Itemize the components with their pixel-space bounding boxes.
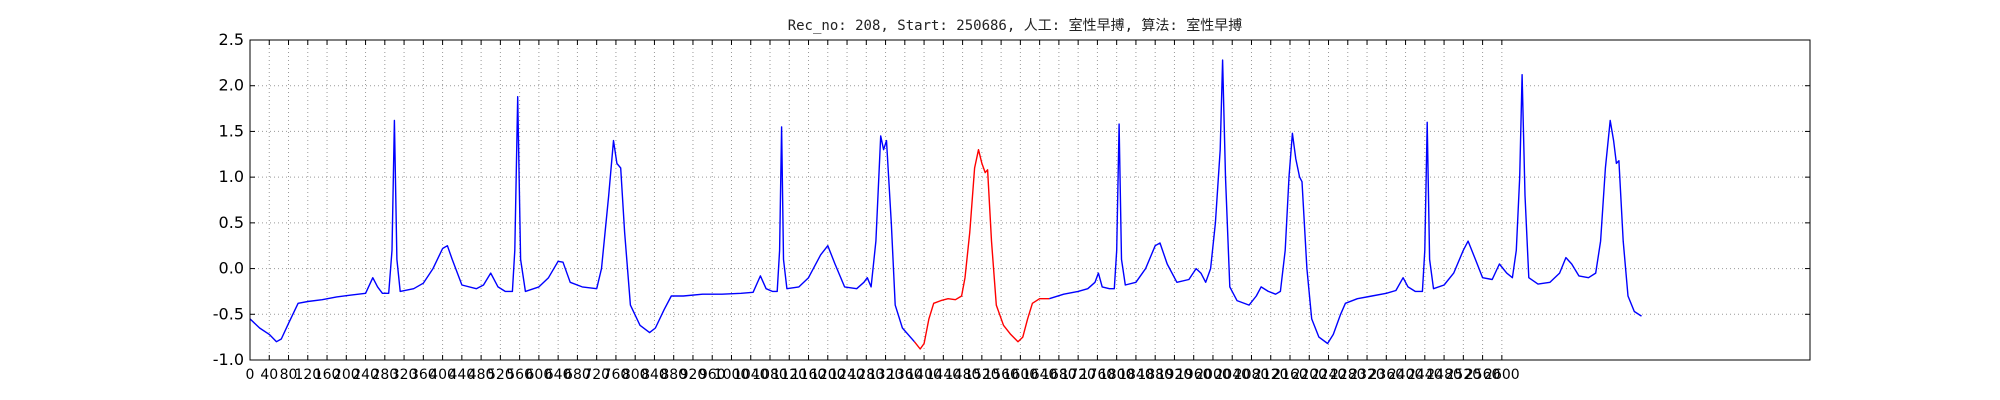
x-tick-label: 120 xyxy=(294,367,321,383)
x-tick-label: 280 xyxy=(371,367,398,383)
y-tick-label: 2.0 xyxy=(219,76,244,95)
x-tick-label: 1880 xyxy=(1137,367,1173,383)
x-tick-label: 1600 xyxy=(1003,367,1039,383)
x-tick-label: 2480 xyxy=(1426,367,1462,383)
x-tick-label: 840 xyxy=(641,367,668,383)
x-tick-label: 1680 xyxy=(1041,367,1077,383)
x-tick-label: 0 xyxy=(246,367,255,383)
x-tick-label: 800 xyxy=(622,367,649,383)
x-tick-label: 2280 xyxy=(1330,367,1366,383)
x-tick-label: 240 xyxy=(352,367,379,383)
x-tick-label: 1960 xyxy=(1176,367,1212,383)
y-tick-label: -1.0 xyxy=(213,350,244,369)
x-tick-label: 2600 xyxy=(1484,367,1520,383)
x-tick-label: 320 xyxy=(391,367,418,383)
x-tick-label: 1480 xyxy=(945,367,981,383)
x-tick-label: 1400 xyxy=(906,367,942,383)
x-tick-label: 2200 xyxy=(1291,367,1327,383)
y-tick-label: 0.5 xyxy=(219,213,244,232)
x-tick-label: 2000 xyxy=(1195,367,1231,383)
y-tick-label: 2.5 xyxy=(219,30,244,49)
grid-lines xyxy=(250,40,1810,360)
x-tick-label: 2120 xyxy=(1253,367,1289,383)
ecg-series xyxy=(249,59,1642,350)
x-tick-label: 1800 xyxy=(1099,367,1135,383)
x-tick-label: 1920 xyxy=(1157,367,1193,383)
x-tick-label: 1160 xyxy=(791,367,827,383)
x-tick-label: 1280 xyxy=(848,367,884,383)
y-tick-label: 1.5 xyxy=(219,121,244,140)
x-tick-label: 2040 xyxy=(1214,367,1250,383)
x-tick-label: 1440 xyxy=(926,367,962,383)
y-tick-label: -0.5 xyxy=(213,304,244,323)
x-tick-label: 2400 xyxy=(1388,367,1424,383)
x-tick-label: 760 xyxy=(603,367,630,383)
x-tick-label: 1320 xyxy=(868,367,904,383)
ecg-series-line-2 xyxy=(913,149,1050,350)
x-tick-label: 1240 xyxy=(829,367,865,383)
x-tick-label: 440 xyxy=(448,367,475,383)
x-tick-label: 1000 xyxy=(714,367,750,383)
x-tick-label: 1640 xyxy=(1022,367,1058,383)
x-tick-label: 1200 xyxy=(810,367,846,383)
x-tick-label: 720 xyxy=(583,367,610,383)
x-tick-label: 1360 xyxy=(887,367,923,383)
x-tick-label: 2360 xyxy=(1368,367,1404,383)
x-tick-label: 40 xyxy=(260,367,278,383)
x-tick-label: 2320 xyxy=(1349,367,1385,383)
x-tick-label: 1040 xyxy=(733,367,769,383)
x-tick-label: 1560 xyxy=(983,367,1019,383)
x-tick-label: 2160 xyxy=(1272,367,1308,383)
ecg-series-line-1 xyxy=(249,96,915,343)
x-tick-label: 1840 xyxy=(1118,367,1154,383)
x-tick-label: 1080 xyxy=(752,367,788,383)
x-tick-label: 2240 xyxy=(1311,367,1347,383)
y-tick-label: 0.0 xyxy=(219,259,244,278)
x-tick-label: 920 xyxy=(680,367,707,383)
x-tick-label: 520 xyxy=(487,367,514,383)
x-tick-label: 880 xyxy=(660,367,687,383)
x-tick-label: 160 xyxy=(314,367,341,383)
x-tick-label: 2560 xyxy=(1465,367,1501,383)
x-tick-label: 640 xyxy=(545,367,572,383)
x-axis-ticks: 0 40 8012016020024028032036040044048052056… xyxy=(246,40,1520,383)
x-tick-label: 1760 xyxy=(1080,367,1116,383)
x-tick-label: 2080 xyxy=(1234,367,1270,383)
x-tick-label: 1120 xyxy=(771,367,807,383)
chart-title: Rec_no: 208, Start: 250686, 人工: 室性早搏, 算法… xyxy=(788,17,1243,34)
x-tick-label: 480 xyxy=(468,367,495,383)
x-tick-label: 1520 xyxy=(964,367,1000,383)
ecg-series-line-3 xyxy=(1049,59,1642,345)
x-tick-label: 560 xyxy=(506,367,533,383)
y-axis-ticks: 2.5 2.0 1.5 1.0 0.5 0.0 -0.5 -1.0 xyxy=(213,30,1810,369)
x-tick-label: 400 xyxy=(429,367,456,383)
x-tick-label: 1720 xyxy=(1060,367,1096,383)
x-tick-label: 200 xyxy=(333,367,360,383)
x-tick-label: 2520 xyxy=(1446,367,1482,383)
x-tick-label: 680 xyxy=(564,367,591,383)
y-tick-label: 1.0 xyxy=(219,167,244,186)
x-tick-label: 80 xyxy=(280,367,298,383)
x-tick-label: 360 xyxy=(410,367,437,383)
plot-frame xyxy=(249,39,1811,361)
x-tick-label: 2440 xyxy=(1407,367,1443,383)
x-tick-label: 600 xyxy=(526,367,553,383)
x-tick-label: 960 xyxy=(699,367,726,383)
